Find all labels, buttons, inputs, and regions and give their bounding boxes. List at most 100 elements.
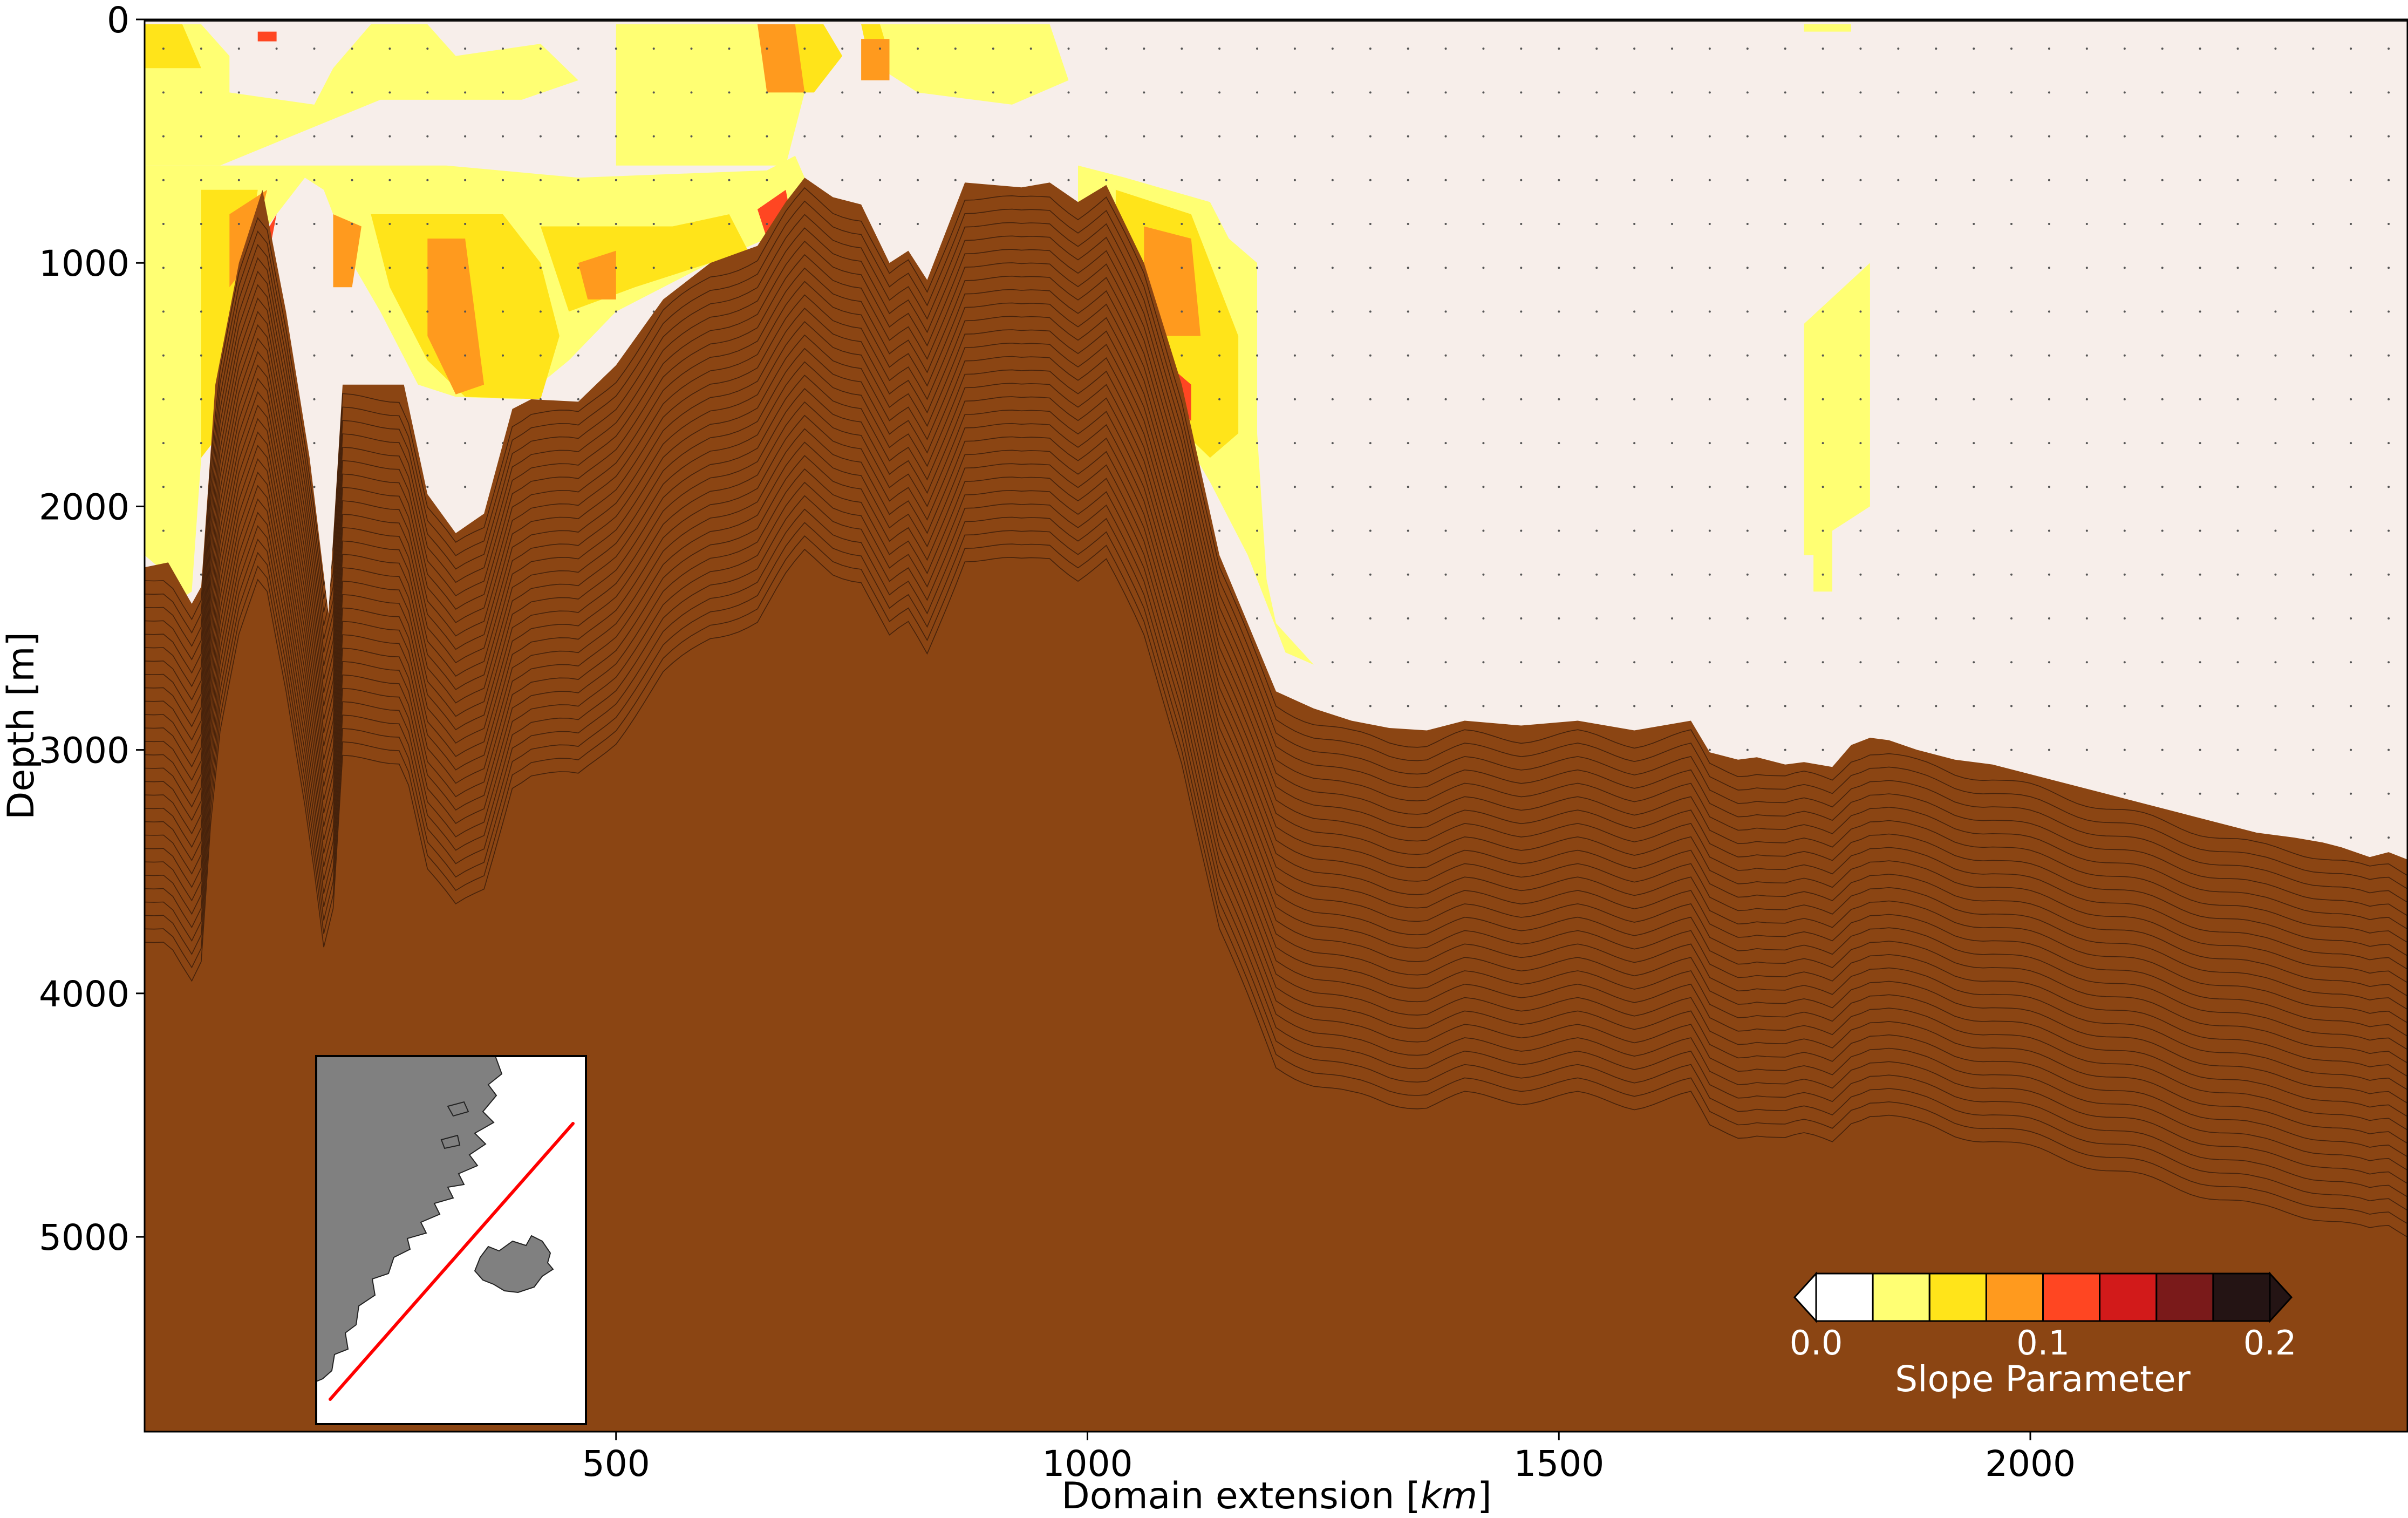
- grid-point: [388, 47, 391, 50]
- grid-point: [1407, 354, 1409, 357]
- grid-point: [2123, 179, 2126, 181]
- grid-point: [1784, 135, 1786, 138]
- grid-point: [954, 47, 957, 50]
- colorbar-swatches: [1815, 1272, 2271, 1322]
- grid-point: [200, 354, 202, 357]
- grid-point: [690, 223, 693, 225]
- grid-point: [1558, 310, 1560, 313]
- grid-point: [1256, 91, 1258, 94]
- grid-point: [1746, 398, 1749, 400]
- seabed-contour-line: [145, 348, 2407, 1037]
- grid-point: [1973, 705, 1975, 707]
- grid-point: [1859, 529, 1862, 532]
- grid-point: [690, 135, 693, 138]
- grid-point: [1633, 486, 1636, 488]
- grid-point: [2161, 223, 2164, 225]
- grid-point: [1897, 354, 1900, 357]
- grid-point: [2085, 486, 2088, 488]
- grid-point: [1746, 617, 1749, 620]
- grid-point: [803, 135, 806, 138]
- grid-point: [577, 354, 579, 357]
- grid-point: [2274, 310, 2277, 313]
- grid-point: [1444, 617, 1447, 620]
- grid-point: [803, 91, 806, 94]
- grid-point: [1935, 617, 1938, 620]
- grid-point: [2010, 91, 2013, 94]
- grid-point: [2236, 792, 2239, 795]
- grid-point: [1859, 661, 1862, 664]
- grid-point: [1558, 91, 1560, 94]
- grid-point: [728, 135, 731, 138]
- grid-point: [2236, 486, 2239, 488]
- grid-point: [162, 398, 165, 400]
- grid-point: [992, 47, 994, 50]
- grid-point: [313, 267, 316, 269]
- grid-point: [1520, 529, 1523, 532]
- grid-point: [1859, 617, 1862, 620]
- grid-point: [1558, 135, 1560, 138]
- grid-point: [615, 310, 617, 313]
- grid-point: [1256, 223, 1258, 225]
- grid-point: [1708, 661, 1711, 664]
- grid-point: [2010, 442, 2013, 445]
- grid-point: [1520, 354, 1523, 357]
- grid-point: [1973, 442, 1975, 445]
- y-axis-ticks: 0 1000 2000 3000 4000 5000: [39, 0, 145, 1258]
- grid-point: [1633, 91, 1636, 94]
- grid-point: [2010, 748, 2013, 751]
- seabed-contour-line: [145, 334, 2407, 1024]
- grid-point: [1256, 267, 1258, 269]
- grid-point: [1973, 486, 1975, 488]
- grid-point: [2010, 573, 2013, 576]
- grid-point: [1369, 573, 1372, 576]
- slope-region-level-2: [145, 24, 201, 69]
- grid-point: [1482, 661, 1485, 664]
- grid-point: [1822, 91, 1824, 94]
- seabed-contour-line: [145, 254, 2407, 943]
- grid-point: [1897, 135, 1900, 138]
- grid-point: [1935, 135, 1938, 138]
- grid-point: [2312, 661, 2315, 664]
- grid-point: [766, 91, 768, 94]
- grid-point: [1558, 705, 1560, 707]
- grid-point: [1105, 135, 1108, 138]
- grid-point: [1595, 398, 1598, 400]
- grid-point: [2048, 310, 2050, 313]
- seabed-contour-line: [145, 375, 2407, 1064]
- grid-point: [1181, 179, 1183, 181]
- grid-point: [803, 47, 806, 50]
- grid-point: [1369, 310, 1372, 313]
- grid-point: [237, 179, 240, 181]
- grid-point: [1708, 617, 1711, 620]
- grid-point: [1105, 91, 1108, 94]
- grid-point: [652, 267, 655, 269]
- grid-point: [1859, 486, 1862, 488]
- grid-point: [1859, 310, 1862, 313]
- grid-point: [2387, 267, 2390, 269]
- grid-point: [917, 135, 919, 138]
- grid-point: [652, 223, 655, 225]
- grid-point: [1708, 135, 1711, 138]
- grid-point: [1935, 748, 1938, 751]
- grid-point: [879, 135, 881, 138]
- grid-point: [162, 91, 165, 94]
- inset-map-frame: [315, 1055, 587, 1425]
- grid-point: [2274, 223, 2277, 225]
- slope-region-level-3: [333, 214, 361, 288]
- grid-point: [426, 267, 429, 269]
- grid-point: [1369, 223, 1372, 225]
- grid-point: [1633, 47, 1636, 50]
- grid-point: [1520, 661, 1523, 664]
- grid-point: [1859, 91, 1862, 94]
- grid-point: [1482, 267, 1485, 269]
- grid-point: [2048, 267, 2050, 269]
- grid-point: [162, 47, 165, 50]
- grid-point: [1633, 705, 1636, 707]
- grid-point: [1822, 267, 1824, 269]
- grid-point: [2123, 310, 2126, 313]
- grid-point: [2199, 792, 2201, 795]
- grid-point: [1633, 442, 1636, 445]
- grid-point: [728, 179, 731, 181]
- grid-point: [2161, 792, 2164, 795]
- x-axis-ticks: 500 1000 1500 2000: [582, 1432, 2076, 1485]
